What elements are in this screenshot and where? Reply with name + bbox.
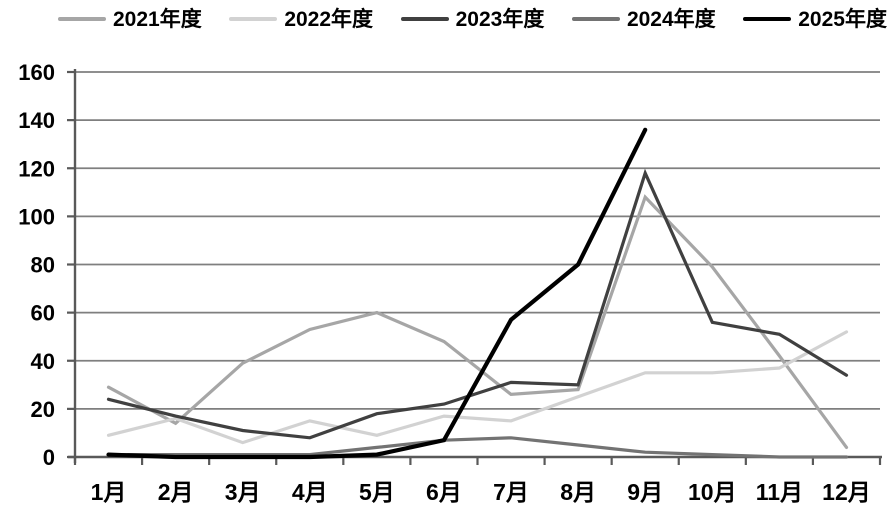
legend-item-2023年度: 2023年度: [400, 7, 545, 31]
y-axis-label-40: 40: [31, 349, 55, 374]
series-line-2022年度: [106, 330, 849, 445]
series-line-2024年度: [106, 436, 849, 459]
x-axis-label-12月: 12月: [822, 479, 871, 505]
x-axis-label-6月: 6月: [426, 479, 462, 505]
x-axis-label-7月: 7月: [493, 479, 529, 505]
x-axis-label-4月: 4月: [292, 479, 328, 505]
x-axis-label-5月: 5月: [359, 479, 395, 505]
legend-line-swatch: [743, 16, 792, 22]
legend-item-2025年度: 2025年度: [743, 9, 887, 30]
x-axis-label-1月: 1月: [91, 479, 127, 505]
series-line-2023年度: [106, 168, 849, 440]
legend-label: 2021年度: [113, 7, 202, 31]
legend-line-swatch: [571, 17, 620, 21]
y-axis-label-120: 120: [18, 156, 55, 181]
y-axis-label-60: 60: [31, 301, 55, 326]
y-axis-label-160: 160: [18, 60, 55, 85]
legend-item-2024年度: 2024年度: [571, 7, 716, 31]
x-axis-label-3月: 3月: [225, 479, 261, 505]
chart-legend: 2021年度 2022年度 2023年度 2024年度 2025年度: [0, 4, 893, 34]
series-line-2025年度: [106, 127, 648, 460]
legend-line-swatch: [400, 17, 449, 21]
y-axis-label-140: 140: [18, 108, 55, 133]
legend-item-2021年度: 2021年度: [58, 9, 202, 30]
x-axis-label-8月: 8月: [560, 479, 596, 505]
legend-label: 2025年度: [798, 7, 887, 31]
legend-line-swatch: [58, 17, 106, 21]
x-axis-label-11月: 11月: [756, 479, 803, 505]
y-axis-label-100: 100: [18, 204, 55, 229]
legend-label: 2023年度: [455, 7, 545, 31]
legend-line-swatch: [229, 17, 278, 21]
series-line-2021年度: [106, 194, 849, 449]
legend-label: 2024年度: [626, 7, 716, 31]
y-axis-label-80: 80: [31, 253, 55, 278]
x-axis-label-9月: 9月: [627, 479, 663, 505]
legend-item-2022年度: 2022年度: [229, 9, 373, 30]
y-axis-label-0: 0: [43, 445, 55, 470]
x-axis-label-2月: 2月: [158, 479, 194, 505]
y-axis-label-20: 20: [31, 397, 55, 422]
legend-label: 2022年度: [284, 7, 374, 31]
x-axis-label-10月: 10月: [688, 479, 737, 505]
